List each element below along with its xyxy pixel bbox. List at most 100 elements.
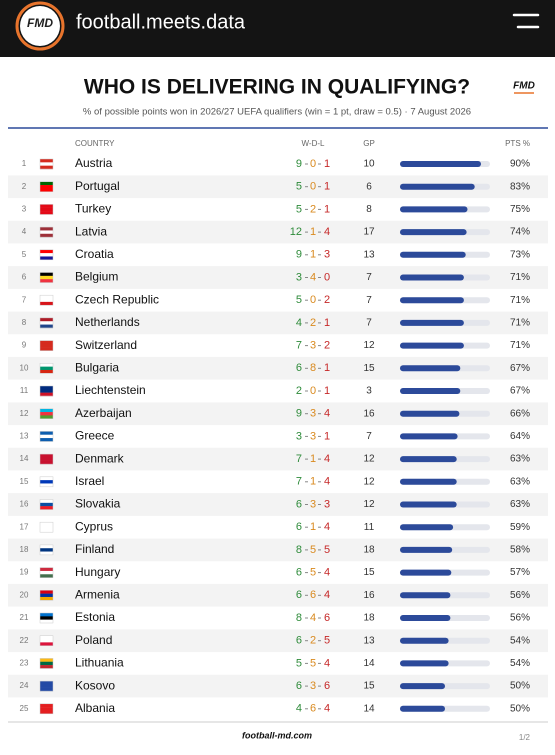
bar — [400, 206, 468, 213]
sep — [305, 685, 308, 687]
flag-stripe — [40, 211, 53, 215]
flag-stripe — [40, 567, 53, 572]
menu-icon[interactable] — [512, 13, 540, 29]
pts-label: 57% — [510, 567, 530, 578]
rank: 25 — [20, 704, 29, 713]
losses: 6 — [324, 612, 330, 624]
flag-frame — [39, 521, 54, 533]
sep — [305, 390, 308, 392]
flag-stripe — [40, 570, 53, 575]
flag-stripe — [40, 635, 53, 640]
flag-frame — [39, 476, 54, 488]
draws: 6 — [310, 703, 316, 715]
pts-label: 75% — [510, 204, 530, 215]
games-played: 6 — [366, 181, 372, 192]
country: Croatia — [75, 247, 114, 261]
country: Albania — [75, 701, 115, 715]
bar — [400, 637, 449, 644]
flag-stripe — [40, 389, 53, 393]
country: Finland — [75, 542, 114, 556]
sep — [318, 504, 321, 505]
rank: 18 — [20, 545, 29, 554]
flag-stripe — [40, 185, 53, 189]
sep — [318, 526, 321, 528]
losses: 3 — [324, 498, 330, 510]
country: Hungary — [75, 565, 120, 579]
flag-stripe — [40, 593, 53, 598]
sep — [318, 186, 321, 188]
games-played: 13 — [363, 249, 375, 260]
flag-stripe — [40, 616, 53, 620]
losses: 4 — [324, 226, 330, 238]
games-played: 15 — [363, 363, 375, 374]
pts-label: 54% — [510, 635, 530, 646]
footer-site: football-md.com — [242, 730, 312, 740]
flag-frame — [39, 272, 54, 283]
wins: 12 — [290, 226, 302, 238]
flag-stripe — [40, 298, 53, 303]
flag-stripe — [40, 347, 53, 351]
rank: 8 — [22, 318, 27, 327]
row-shade — [8, 402, 548, 426]
rank: 23 — [20, 659, 29, 668]
losses: 1 — [324, 430, 330, 442]
flag-stripe — [40, 460, 53, 465]
rank: 12 — [20, 409, 29, 418]
sep — [318, 640, 321, 642]
pts-label: 63% — [510, 499, 530, 510]
rank: 3 — [22, 205, 27, 214]
flag-stripe — [40, 162, 53, 166]
sep — [318, 435, 321, 437]
games-played: 12 — [363, 499, 375, 510]
draws: 3 — [310, 430, 316, 442]
flag-frame — [39, 317, 54, 329]
losses: 6 — [324, 680, 330, 692]
sep — [318, 254, 321, 256]
wins: 9 — [296, 158, 302, 170]
draws: 3 — [310, 498, 316, 510]
bar — [400, 342, 464, 349]
draws: 5 — [310, 544, 316, 556]
flag-stripe — [40, 415, 53, 419]
flag-stripe — [40, 596, 53, 601]
rank: 9 — [22, 341, 27, 350]
flag-frame — [39, 249, 54, 261]
sep — [305, 277, 308, 278]
sep — [305, 549, 308, 551]
flag-stripe — [40, 476, 53, 481]
bar — [400, 229, 467, 236]
flag-stripe — [40, 253, 53, 257]
bar — [400, 433, 458, 440]
sep — [305, 208, 308, 210]
losses: 4 — [324, 589, 330, 601]
bar — [400, 297, 464, 304]
draws: 1 — [310, 226, 316, 238]
draws: 1 — [310, 249, 316, 261]
country: Greece — [75, 429, 115, 443]
flag-stripe — [40, 480, 53, 484]
flag-stripe — [40, 483, 53, 487]
rank: 13 — [20, 432, 29, 441]
wins: 5 — [296, 294, 302, 306]
sep — [318, 163, 321, 165]
row-shade — [8, 538, 548, 562]
losses: 4 — [324, 408, 330, 420]
wins: 6 — [296, 635, 302, 647]
pts-label: 71% — [510, 340, 530, 351]
flag-stripe — [40, 613, 53, 617]
wins: 6 — [296, 521, 302, 533]
sep — [305, 163, 308, 165]
flag-stripe — [40, 165, 53, 170]
pts-label: 67% — [510, 386, 530, 397]
flag-stripe — [40, 233, 53, 238]
games-played: 18 — [363, 545, 375, 556]
subtitle: % of possible points won in 2026/27 UEFA… — [83, 107, 471, 118]
losses: 1 — [324, 203, 330, 215]
rank: 1 — [22, 159, 27, 168]
flag-stripe — [40, 363, 53, 367]
draws: 2 — [310, 317, 316, 329]
rank: 22 — [20, 636, 29, 645]
flag-stripe — [40, 590, 53, 594]
site-name[interactable]: football.meets.data — [76, 11, 246, 33]
pts-label: 56% — [510, 590, 530, 601]
